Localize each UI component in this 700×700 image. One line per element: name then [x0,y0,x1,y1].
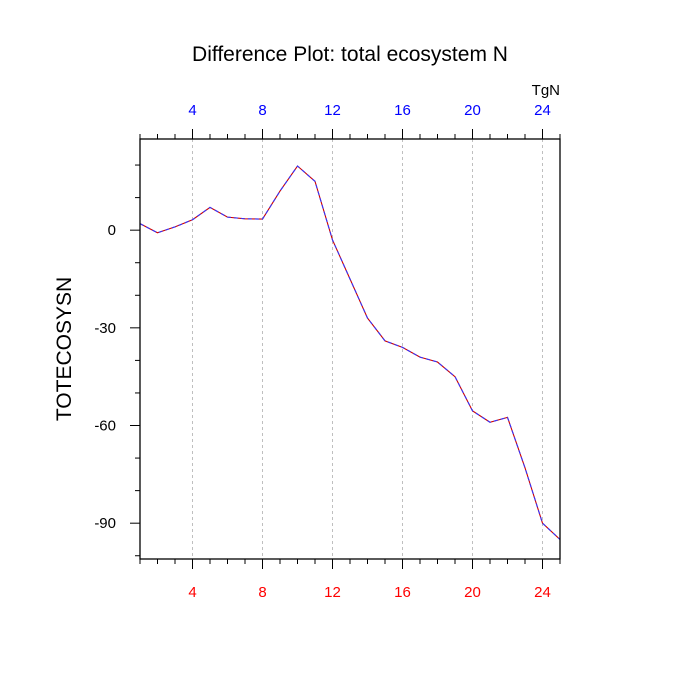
x-tick-label-top: 24 [534,102,551,119]
x-tick-label-bottom: 12 [324,584,341,601]
x-tick-label-top: 4 [188,102,196,119]
x-tick-label-bottom: 4 [188,584,196,601]
x-tick-label-top: 16 [394,102,411,119]
tick-labels: 4 4 8 8 12 12 16 16 20 20 24 24 0 -30 -60 -90 [94,102,551,601]
y-tick-label: -90 [94,515,116,532]
x-tick-label-top: 12 [324,102,341,119]
axis-ticks [130,129,561,569]
units-label: TgN [532,82,560,99]
x-tick-label-bottom: 16 [394,584,411,601]
y-axis-label: TOTECOSYSN [53,277,76,421]
x-tick-label-bottom: 20 [464,584,481,601]
x-tick-label-top: 8 [258,102,266,119]
x-tick-label-bottom: 8 [258,584,266,601]
y-tick-label: -60 [94,418,116,435]
grid-lines [192,139,543,559]
chart-title: Difference Plot: total ecosystem N [192,43,508,66]
x-tick-label-top: 20 [464,102,481,119]
y-tick-label: -30 [94,320,116,337]
x-tick-label-bottom: 24 [534,584,551,601]
series-line-secondary [139,165,561,540]
plot-frame [139,138,561,560]
data-lines [139,165,561,540]
y-tick-label: 0 [108,222,116,239]
series-line-primary [139,165,561,540]
